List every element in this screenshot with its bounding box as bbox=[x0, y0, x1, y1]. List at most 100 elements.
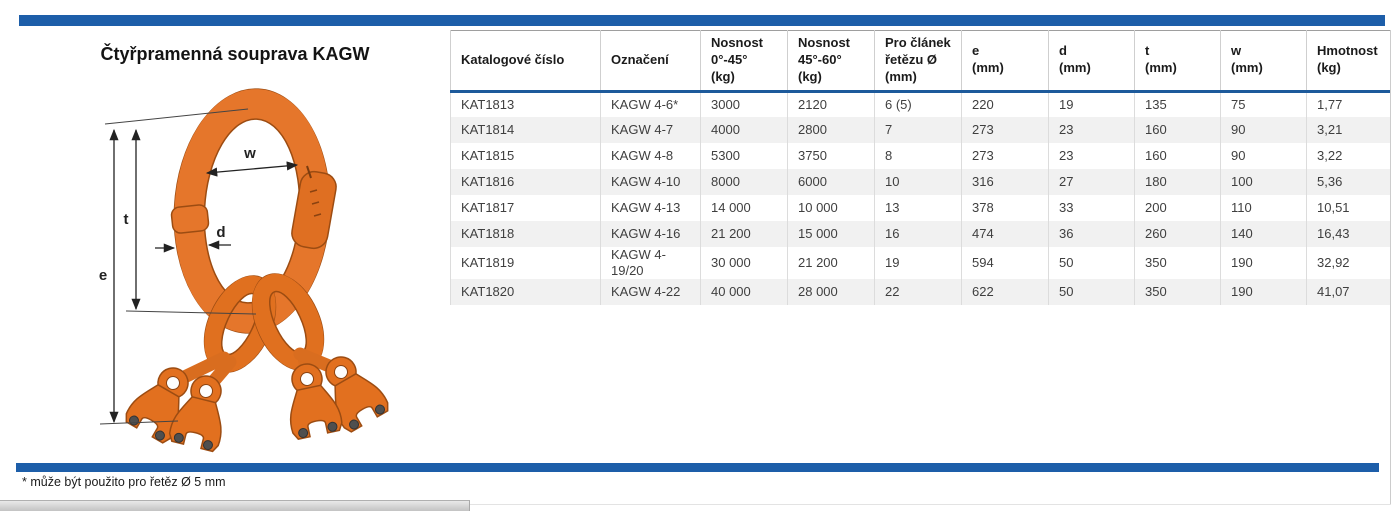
table-row: KAT1820 KAGW 4-22 40 000 28 000 22 622 50 350 19… bbox=[450, 279, 1391, 306]
horizontal-scrollbar-thumb[interactable] bbox=[0, 500, 470, 511]
spec-table-container: Katalogové číslo Označení Nosnost 0°-45° (… bbox=[450, 30, 1391, 306]
table-cell: 474 bbox=[961, 221, 1049, 248]
table-cell: 260 bbox=[1134, 221, 1221, 248]
table-cell: 40 000 bbox=[700, 279, 788, 306]
table-cell: 10 000 bbox=[787, 195, 875, 222]
table-body: KAT1813 KAGW 4-6* 3000 2120 6 (5) 220 19 135 75 1… bbox=[450, 91, 1391, 306]
table-cell: 8 bbox=[874, 143, 962, 170]
table-cell: 10 bbox=[874, 169, 962, 196]
table-row: KAT1814 KAGW 4-7 4000 2800 7 273 23 160 90 3,21 bbox=[450, 117, 1391, 144]
dim-label-w: w bbox=[243, 145, 256, 162]
table-cell: 135 bbox=[1134, 91, 1221, 118]
sleeve-markings bbox=[309, 189, 322, 217]
table-cell: 90 bbox=[1220, 117, 1307, 144]
table-cell: 23 bbox=[1048, 143, 1135, 170]
table-cell: 220 bbox=[961, 91, 1049, 118]
dimension-lines bbox=[109, 128, 299, 424]
table-cell: 350 bbox=[1134, 247, 1221, 280]
table-cell: 190 bbox=[1220, 279, 1307, 306]
table-cell: 36 bbox=[1048, 221, 1135, 248]
column-header: t (mm) bbox=[1134, 30, 1221, 92]
product-diagram: w t d e bbox=[99, 88, 393, 454]
link-sleeve bbox=[291, 170, 337, 250]
page-bottom-border bbox=[470, 504, 1391, 505]
table-cell: 10,51 bbox=[1306, 195, 1391, 222]
column-header: Nosnost 45°-60° (kg) bbox=[787, 30, 875, 92]
table-cell: 32,92 bbox=[1306, 247, 1391, 280]
table-cell: 378 bbox=[961, 195, 1049, 222]
table-cell: 75 bbox=[1220, 91, 1307, 118]
table-cell: KAGW 4-22 bbox=[600, 279, 701, 306]
table-cell: 21 200 bbox=[787, 247, 875, 280]
bottom-accent-bar bbox=[16, 463, 1379, 472]
table-cell: 622 bbox=[961, 279, 1049, 306]
link-band bbox=[170, 204, 210, 234]
table-cell: 140 bbox=[1220, 221, 1307, 248]
table-cell: 13 bbox=[874, 195, 962, 222]
table-cell: 2120 bbox=[787, 91, 875, 118]
table-cell: 100 bbox=[1220, 169, 1307, 196]
table-row: KAT1817 KAGW 4-13 14 000 10 000 13 378 33 200 11… bbox=[450, 195, 1391, 222]
page-right-border bbox=[1390, 30, 1391, 504]
table-cell: KAT1816 bbox=[450, 169, 601, 196]
spec-table: Katalogové číslo Označení Nosnost 0°-45° (… bbox=[450, 30, 1391, 306]
table-cell: 27 bbox=[1048, 169, 1135, 196]
footnote: * může být použito pro řetěz Ø 5 mm bbox=[22, 475, 226, 489]
table-cell: 19 bbox=[874, 247, 962, 280]
table-cell: 1,77 bbox=[1306, 91, 1391, 118]
table-cell: KAT1820 bbox=[450, 279, 601, 306]
table-cell: 19 bbox=[1048, 91, 1135, 118]
top-accent-bar bbox=[19, 15, 1385, 26]
table-row: KAT1813 KAGW 4-6* 3000 2120 6 (5) 220 19 135 75 1… bbox=[450, 91, 1391, 118]
table-cell: 16,43 bbox=[1306, 221, 1391, 248]
column-header: Označení bbox=[600, 30, 701, 92]
table-cell: KAT1819 bbox=[450, 247, 601, 280]
table-row: KAT1819 KAGW 4-19/20 30 000 21 200 19 594 50 35… bbox=[450, 247, 1391, 280]
table-cell: KAT1814 bbox=[450, 117, 601, 144]
column-header: Hmotnost (kg) bbox=[1306, 30, 1391, 92]
table-cell: 5,36 bbox=[1306, 169, 1391, 196]
table-cell: 273 bbox=[961, 117, 1049, 144]
table-cell: 2800 bbox=[787, 117, 875, 144]
page-title: Čtyřpramenná souprava KAGW bbox=[100, 44, 370, 64]
table-cell: 6000 bbox=[787, 169, 875, 196]
table-cell: 23 bbox=[1048, 117, 1135, 144]
table-cell: 6 (5) bbox=[874, 91, 962, 118]
table-cell: KAT1813 bbox=[450, 91, 601, 118]
table-cell: KAGW 4-13 bbox=[600, 195, 701, 222]
table-cell: KAGW 4-7 bbox=[600, 117, 701, 144]
column-header: e (mm) bbox=[961, 30, 1049, 92]
table-cell: 33 bbox=[1048, 195, 1135, 222]
column-header: w (mm) bbox=[1220, 30, 1307, 92]
table-cell: 273 bbox=[961, 143, 1049, 170]
table-cell: 8000 bbox=[700, 169, 788, 196]
table-cell: 3,22 bbox=[1306, 143, 1391, 170]
table-cell: KAGW 4-6* bbox=[600, 91, 701, 118]
table-cell: 3,21 bbox=[1306, 117, 1391, 144]
table-cell: 594 bbox=[961, 247, 1049, 280]
table-cell: 50 bbox=[1048, 279, 1135, 306]
table-cell: KAT1817 bbox=[450, 195, 601, 222]
table-cell: KAGW 4-8 bbox=[600, 143, 701, 170]
table-cell: 16 bbox=[874, 221, 962, 248]
dim-label-t: t bbox=[124, 211, 129, 228]
table-cell: 3750 bbox=[787, 143, 875, 170]
table-cell: KAGW 4-19/20 bbox=[600, 247, 701, 280]
extension-lines bbox=[99, 108, 257, 425]
table-cell: 160 bbox=[1134, 143, 1221, 170]
table-cell: 3000 bbox=[700, 91, 788, 118]
table-cell: 180 bbox=[1134, 169, 1221, 196]
table-cell: 14 000 bbox=[700, 195, 788, 222]
table-cell: 28 000 bbox=[787, 279, 875, 306]
column-header: Nosnost 0°-45° (kg) bbox=[700, 30, 788, 92]
table-cell: KAGW 4-16 bbox=[600, 221, 701, 248]
table-cell: KAT1818 bbox=[450, 221, 601, 248]
table-cell: 350 bbox=[1134, 279, 1221, 306]
table-cell: 15 000 bbox=[787, 221, 875, 248]
table-cell: KAT1815 bbox=[450, 143, 601, 170]
table-header-row: Katalogové číslo Označení Nosnost 0°-45° (… bbox=[450, 30, 1391, 92]
table-cell: 22 bbox=[874, 279, 962, 306]
table-cell: 41,07 bbox=[1306, 279, 1391, 306]
table-cell: 316 bbox=[961, 169, 1049, 196]
table-cell: 5300 bbox=[700, 143, 788, 170]
